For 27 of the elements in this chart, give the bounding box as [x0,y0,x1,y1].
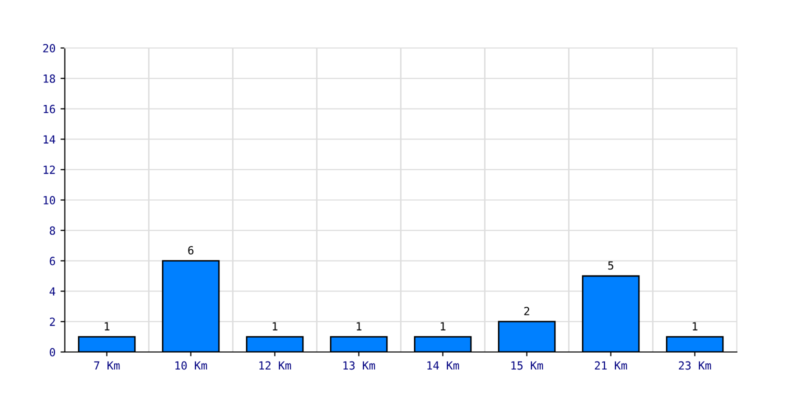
data-label: 1 [440,322,446,330]
x-tick-label: 21 Km [594,361,627,370]
y-tick-label: 6 [50,256,56,266]
y-tick-label: 16 [44,104,56,114]
x-tick-label: 23 Km [678,361,711,370]
x-tick-label: 10 Km [175,361,207,370]
data-label: 1 [272,322,278,330]
y-tick-label: 0 [50,348,56,356]
data-label: 1 [356,322,362,330]
x-tick-label: 12 Km [259,361,291,370]
y-tick-label: 14 [44,135,56,144]
y-tick-label: 4 [50,287,56,296]
x-tick-label: 13 Km [343,361,375,370]
x-tick-label: 14 Km [427,361,459,370]
data-label: 6 [188,246,194,254]
data-label: 2 [524,306,530,316]
x-tick-label: 15 Km [511,361,543,370]
data-label: 1 [104,322,110,330]
x-tick-label: 7 Km [94,361,120,370]
y-tick-label: 18 [44,74,56,83]
y-tick-label: 20 [43,44,56,52]
data-label: 5 [608,261,614,270]
y-tick-label: 8 [50,226,56,235]
data-label: 1 [692,322,698,330]
y-tick-label: 10 [44,196,56,204]
y-tick-label: 12 [44,166,55,174]
y-tick-label: 2 [50,318,55,326]
